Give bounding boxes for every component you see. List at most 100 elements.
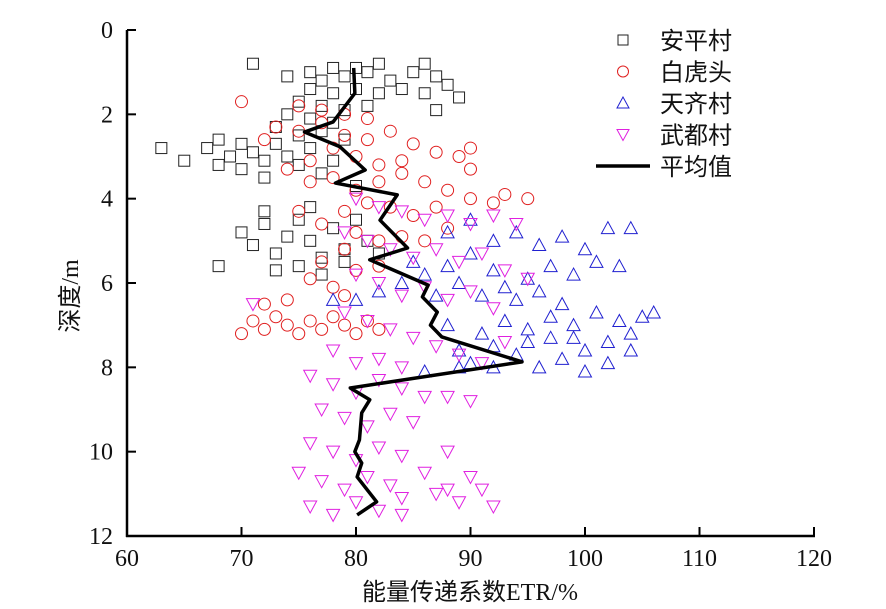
x-tick-label: 80 [344,546,368,572]
series-1-point [349,327,363,341]
series-2-point [508,292,524,306]
series-2-point [566,317,581,332]
series-0-point [338,133,351,146]
series-0-point [350,213,362,226]
series-2-point [612,258,627,273]
series-3-point [325,378,341,392]
series-0-point [258,154,271,167]
legend-label: 天齐村 [660,91,732,118]
series-2-point [486,262,501,277]
series-3-point [348,357,364,371]
series-1-point [303,175,317,189]
series-1-point [338,242,352,256]
series-3-point [383,243,398,257]
series-2-point [463,245,478,260]
series-0-point [235,226,248,239]
series-3-point [394,289,410,304]
series-1-point [372,234,386,248]
series-1-point [280,293,294,307]
axis-ticks: 60 70 80 90 100 110 120 0 2 4 6 8 10 12 [89,18,832,572]
series-0-point [327,154,340,167]
x-tick-label: 100 [567,546,603,572]
series-1-point [395,166,409,180]
series-2-point [566,330,581,344]
series-2-point [520,321,536,336]
series-3-point [302,369,318,384]
series-0-point [430,70,443,83]
series-1-point [521,192,535,206]
series-1-point [303,314,317,328]
series-2-point [623,220,639,235]
series-1-point [292,327,306,341]
series-2-point [543,258,558,273]
series-0-point [258,217,271,230]
series-1-point [464,162,477,176]
series-2-point [394,275,410,289]
series-0-point [315,99,328,112]
series-0-point [327,87,340,100]
y-tick-label: 4 [101,187,113,213]
series-0-point [212,260,225,273]
series-0-point [327,222,340,235]
series-1-point [418,175,432,189]
series-0-point [338,243,351,256]
series-3-point [337,483,352,498]
series-2-point [451,342,467,357]
series-1-point [235,327,248,341]
series-0-point [384,74,397,87]
series-3-point [463,285,478,299]
series-3-point [325,445,341,460]
legend-label: 安平村 [660,28,732,55]
series-2-point [543,309,558,323]
series-0-point [304,201,317,214]
series-0-point [269,120,282,133]
series-0-point [212,133,225,146]
series-2-point [371,283,387,298]
series-1-point [429,200,443,214]
series-0-point [258,171,271,184]
series-2-point [634,309,650,323]
series-1-point [315,322,329,336]
y-tick-label: 10 [89,440,113,466]
series-2-point [497,313,513,327]
series-2-point [646,304,662,319]
series-0-point [304,66,317,79]
series-2-point [508,224,524,239]
x-axis-title: 能量传递系数ETR/% [362,579,578,606]
series-0-point [258,205,271,218]
series-2-point [405,254,421,268]
series-2-point [566,267,581,281]
y-tick-label: 6 [101,271,113,297]
series-3-point [428,487,444,502]
series-2-point [577,364,593,378]
series-1-point [441,183,455,197]
series-1-point [303,272,317,286]
series-2-point [520,334,536,349]
series-3-point [451,496,467,510]
series-2-point [474,288,490,302]
series-3-point [348,496,364,510]
series-3-point [360,234,375,249]
legend-square-icon [617,34,629,46]
series-1-point [498,187,512,201]
series-1-point [360,133,374,147]
series-0-point [304,142,317,155]
series-3-point [440,209,455,224]
series-0-point [235,163,248,176]
series-1-point [338,289,352,303]
series-0-point [327,61,340,74]
series-2-point [440,317,455,332]
series-2-point [589,304,604,319]
series-0-point [372,87,385,100]
series-2-point [554,229,570,243]
series-0-point [269,137,282,150]
series-0-point [269,247,282,260]
legend-triangle-down-icon [616,129,630,142]
series-0-point [418,87,431,100]
y-axis-title: 深度/m [57,259,84,333]
series-1-point [406,137,420,151]
y-tick-label: 2 [101,102,113,128]
series-3-point [383,323,398,337]
